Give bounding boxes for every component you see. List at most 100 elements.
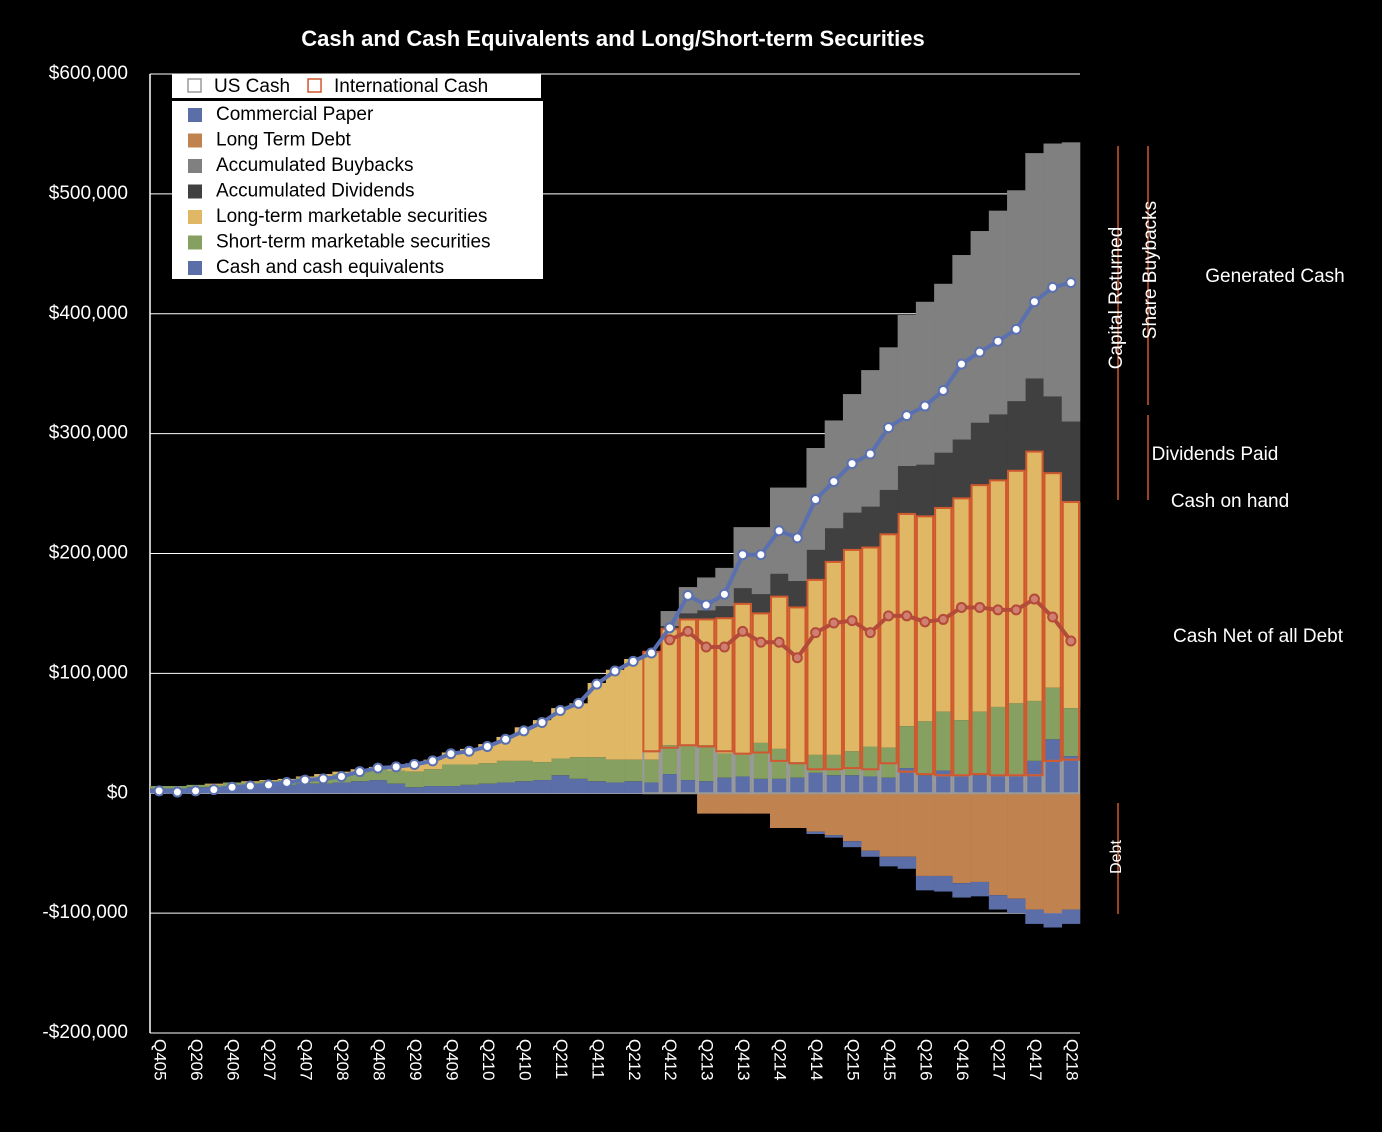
bar-segment — [770, 573, 789, 597]
y-tick-label: $600,000 — [49, 63, 128, 84]
bar-segment — [824, 561, 844, 755]
bar-segment — [605, 759, 625, 783]
legend-box — [172, 74, 541, 98]
bar-segment — [988, 793, 1008, 896]
bar-segment — [642, 651, 661, 760]
bar-segment — [1061, 756, 1081, 794]
annotation: Dividends Paid — [1152, 444, 1279, 465]
outline-bar — [988, 479, 1008, 777]
line-point — [645, 647, 657, 659]
bar-segment — [970, 422, 990, 486]
line-point — [901, 610, 913, 622]
annotation: Share Buybacks — [1140, 201, 1161, 339]
legend-swatch — [188, 210, 202, 224]
bar-segment — [952, 439, 971, 499]
bar-segment — [733, 588, 753, 604]
bar-segment — [934, 770, 953, 794]
bar-segment — [1061, 793, 1081, 910]
bar-segment — [970, 793, 990, 882]
outline-bar — [915, 515, 935, 776]
y-tick-label: $0 — [107, 782, 128, 803]
bar-segment — [1007, 470, 1026, 704]
x-tick-label: Q412 — [661, 1039, 680, 1081]
x-tick-label: Q216 — [917, 1039, 936, 1081]
bar-segment — [642, 759, 661, 783]
line-point — [773, 636, 785, 648]
legend-swatch — [307, 78, 322, 93]
x-tick-label: Q218 — [1062, 1039, 1081, 1081]
line-point — [664, 622, 676, 634]
line-point — [481, 740, 493, 752]
line-point — [536, 717, 548, 729]
line-point — [773, 525, 785, 537]
legend-label: Short-term marketable securities — [216, 232, 491, 253]
line-point — [1028, 296, 1040, 308]
bar-segment — [605, 669, 625, 760]
bar-segment — [1025, 153, 1044, 379]
outline-bar — [952, 497, 971, 777]
line-point — [682, 625, 694, 637]
bar-segment — [751, 793, 771, 814]
bar-segment — [861, 746, 880, 777]
outline-bar — [678, 618, 698, 747]
bar-segment — [733, 603, 753, 755]
line-point — [244, 780, 256, 792]
bar-segment — [770, 596, 789, 749]
line-point — [281, 776, 293, 788]
x-tick-label: Q406 — [224, 1039, 243, 1081]
line-point — [518, 725, 530, 737]
bar-segment — [697, 610, 716, 620]
line-point — [354, 766, 366, 778]
bar-segment — [1025, 760, 1044, 794]
line-point — [682, 589, 694, 601]
x-tick-label: Q212 — [625, 1039, 644, 1081]
bar-segment — [970, 485, 990, 712]
line-point — [919, 616, 931, 628]
line-point — [718, 588, 730, 600]
y-tick-label: -$100,000 — [42, 902, 128, 923]
bar-segment — [952, 255, 971, 440]
bar-segment — [751, 613, 771, 743]
bar-segment — [1025, 378, 1044, 452]
line-point — [810, 627, 822, 639]
bar-segment — [697, 781, 716, 794]
bar-segment — [770, 793, 789, 829]
annotation: Debt — [1108, 840, 1125, 874]
outline-bar — [879, 533, 898, 765]
bar-segment — [587, 682, 607, 758]
bar-segment — [842, 512, 862, 550]
bar-segment — [295, 783, 315, 794]
line-point — [609, 665, 621, 677]
bar-segment — [405, 771, 424, 788]
bar-segment — [277, 784, 297, 794]
x-tick-label: Q417 — [1026, 1039, 1045, 1081]
legend-swatch — [188, 159, 202, 173]
line-point — [791, 652, 803, 664]
bar-segment — [660, 745, 680, 775]
bar-segment — [861, 506, 880, 548]
line-point — [554, 705, 566, 717]
bar-segment — [332, 782, 351, 794]
bar-segment — [970, 711, 990, 776]
line-point — [992, 604, 1004, 616]
bar-segment — [824, 835, 844, 838]
x-tick-label: Q213 — [698, 1039, 717, 1081]
line-point — [755, 636, 767, 648]
bar-segment — [587, 781, 607, 794]
bar-segment — [514, 760, 534, 782]
line-point — [390, 761, 402, 773]
bar-segment — [788, 762, 807, 778]
bar-segment — [861, 776, 880, 794]
bar-segment — [405, 787, 424, 794]
line-point — [153, 785, 165, 797]
bar-segment — [514, 727, 534, 761]
outline-bar — [751, 612, 771, 754]
annotation-arrows — [1117, 146, 1149, 914]
line-point — [299, 774, 311, 786]
bar-segment — [697, 745, 716, 782]
x-tick-label: Q410 — [515, 1039, 534, 1081]
line-point — [974, 601, 986, 613]
bar-segment — [934, 793, 953, 876]
bar-segment — [806, 549, 826, 580]
